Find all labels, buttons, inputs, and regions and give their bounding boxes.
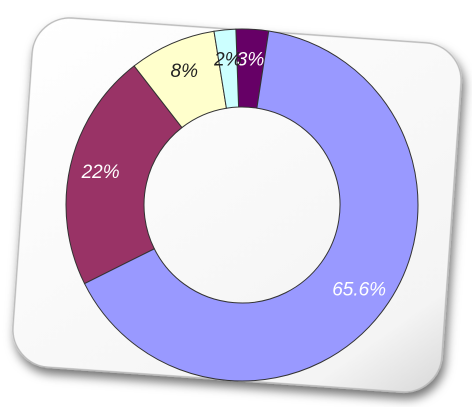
slice-label: 8% <box>171 61 199 82</box>
donut: 3% 65.6% 22% 8% 2% <box>65 28 419 382</box>
slice-label: 2% <box>213 50 242 71</box>
slice-label: 3% <box>237 49 265 70</box>
slice-label: 65.6% <box>332 279 386 300</box>
slice-label: 22% <box>81 162 120 183</box>
slice <box>213 28 240 109</box>
slice <box>65 65 183 285</box>
slice <box>83 30 419 382</box>
